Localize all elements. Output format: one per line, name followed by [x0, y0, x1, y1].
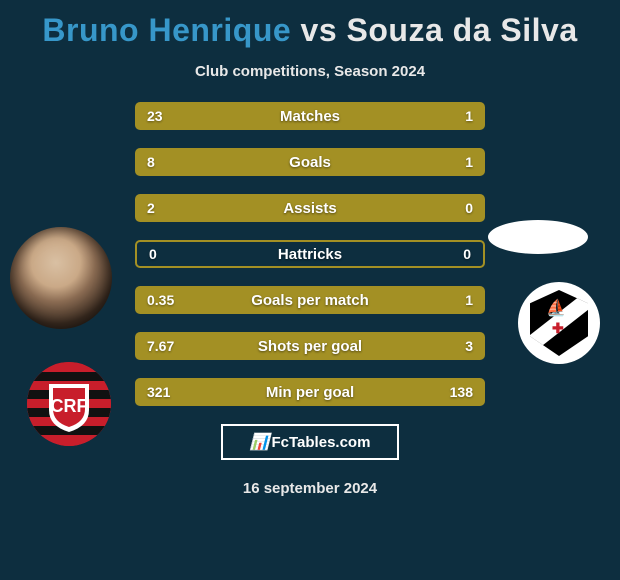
stat-row: 0 Hattricks 0 — [135, 240, 485, 268]
vasco-badge-icon: ✚ ⛵ — [518, 282, 600, 364]
stat-label: Assists — [283, 200, 336, 217]
stat-value-left: 0 — [149, 246, 189, 262]
watermark: 📊 FcTables.com — [221, 424, 399, 460]
stat-value-left: 23 — [147, 108, 187, 124]
stat-row: 23 Matches 1 — [135, 102, 485, 130]
stat-value-right: 1 — [433, 108, 473, 124]
flamengo-badge-icon: CRF — [27, 362, 111, 446]
stat-row: 2 Assists 0 — [135, 194, 485, 222]
generation-date: 16 september 2024 — [0, 480, 620, 497]
stat-value-right: 0 — [431, 246, 471, 262]
watermark-text: FcTables.com — [272, 434, 371, 451]
stats-area: CRF ✚ ⛵ 23Matches18Goals12Assists00Hattr… — [0, 102, 620, 406]
stat-value-right: 3 — [433, 338, 473, 354]
stat-value-left: 7.67 — [147, 338, 187, 354]
stat-value-left: 8 — [147, 154, 187, 170]
subtitle: Club competitions, Season 2024 — [0, 63, 620, 80]
stat-value-left: 0.35 — [147, 292, 187, 308]
comparison-title: Bruno Henrique vs Souza da Silva — [0, 0, 620, 49]
player1-name: Bruno Henrique — [42, 12, 291, 48]
stat-value-right: 0 — [433, 200, 473, 216]
stat-row: 0.35 Goals per match 1 — [135, 286, 485, 314]
stat-row: 321 Min per goal 138 — [135, 378, 485, 406]
stat-value-left: 321 — [147, 384, 187, 400]
stat-label: Shots per goal — [258, 338, 362, 355]
player2-name: Souza da Silva — [347, 12, 578, 48]
player1-avatar — [10, 227, 112, 329]
chart-icon: 📊 — [250, 432, 268, 452]
stat-value-right: 1 — [433, 292, 473, 308]
stat-label: Min per goal — [266, 384, 354, 401]
stat-label: Goals — [289, 154, 331, 171]
title-vs: vs — [301, 12, 338, 48]
stat-rows: 23 Matches 1 8 Goals 1 2 Assists 0 0 Hattricks 0 0.3… — [135, 102, 485, 406]
stat-row: 7.67 Shots per goal 3 — [135, 332, 485, 360]
stat-value-right: 138 — [433, 384, 473, 400]
stat-label: Hattricks — [278, 246, 342, 263]
stat-label: Goals per match — [251, 292, 369, 309]
stat-row: 8 Goals 1 — [135, 148, 485, 176]
svg-text:CRF: CRF — [51, 396, 88, 416]
stat-value-right: 1 — [433, 154, 473, 170]
stat-value-left: 2 — [147, 200, 187, 216]
stat-label: Matches — [280, 108, 340, 125]
player2-avatar — [488, 220, 588, 254]
